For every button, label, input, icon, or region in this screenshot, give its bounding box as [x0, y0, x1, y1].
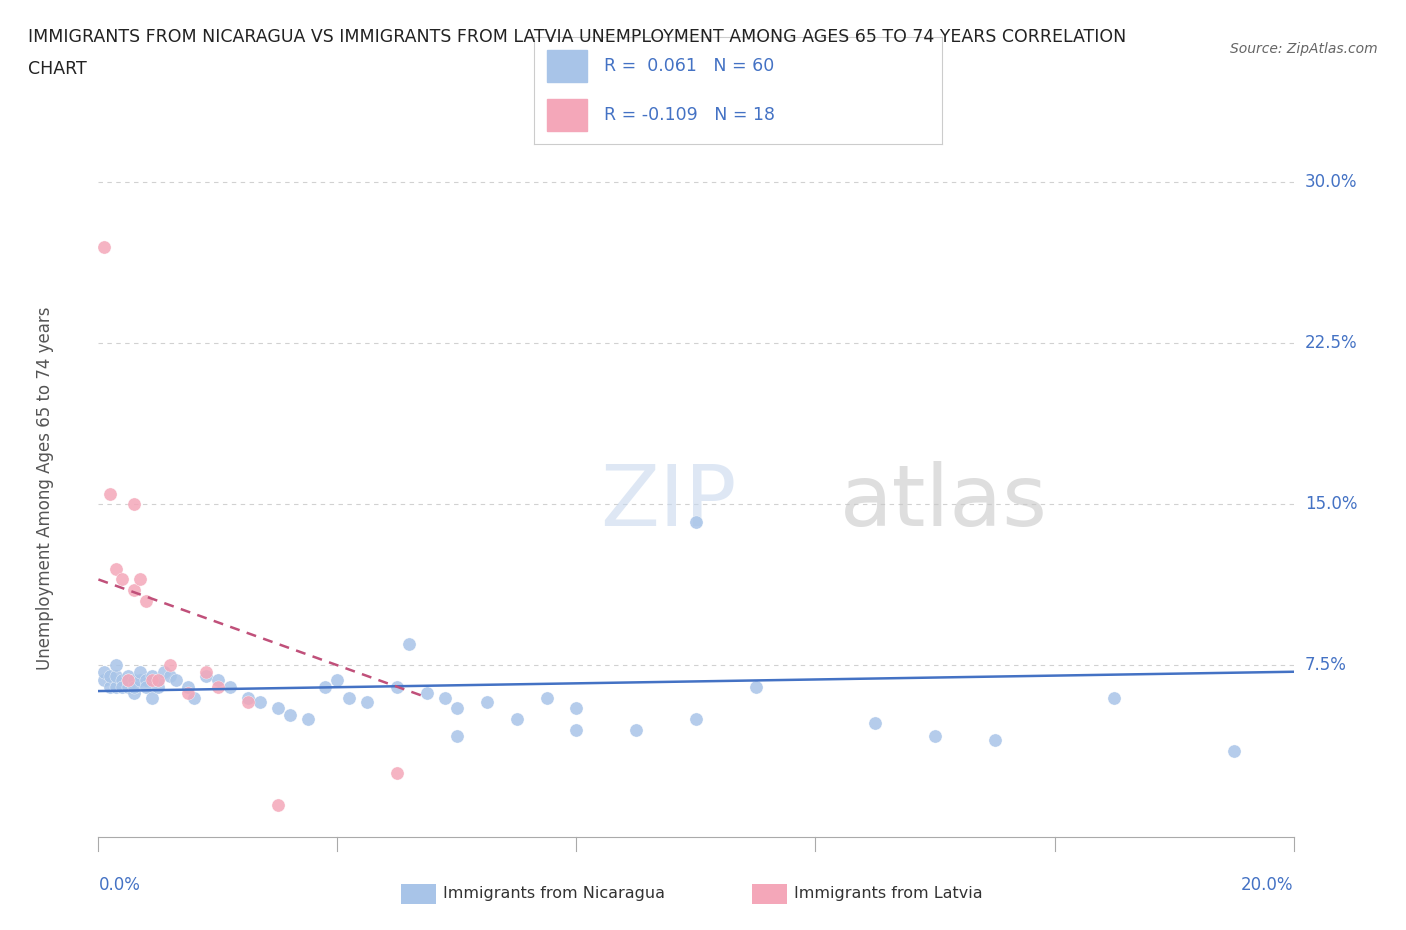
Point	[111, 673, 134, 688]
Point	[506, 711, 529, 726]
Point	[124, 497, 146, 512]
Text: Unemployment Among Ages 65 to 74 years: Unemployment Among Ages 65 to 74 years	[35, 307, 53, 670]
Text: 0.0%: 0.0%	[98, 876, 141, 894]
Text: R = -0.109   N = 18: R = -0.109 N = 18	[603, 106, 775, 125]
Point	[105, 679, 128, 694]
Point	[177, 679, 200, 694]
Point	[278, 707, 301, 722]
Point	[924, 729, 946, 744]
Text: atlas: atlas	[839, 460, 1047, 544]
Text: ZIP: ZIP	[600, 460, 737, 544]
Point	[98, 669, 122, 684]
Point	[148, 673, 170, 688]
Point	[135, 593, 157, 608]
Point	[141, 673, 163, 688]
Point	[1223, 744, 1246, 759]
Point	[416, 685, 439, 700]
Point	[148, 679, 170, 694]
Point	[207, 679, 229, 694]
Point	[124, 673, 146, 688]
Point	[194, 669, 218, 684]
Point	[236, 695, 259, 710]
Point	[219, 679, 242, 694]
Point	[236, 690, 259, 705]
Text: Immigrants from Nicaragua: Immigrants from Nicaragua	[443, 886, 665, 901]
Point	[1104, 690, 1126, 705]
Point	[194, 664, 218, 679]
Point	[385, 679, 409, 694]
Text: Source: ZipAtlas.com: Source: ZipAtlas.com	[1230, 42, 1378, 56]
Point	[135, 673, 157, 688]
Point	[129, 673, 152, 688]
Point	[148, 673, 170, 688]
Point	[446, 701, 468, 716]
Point	[624, 723, 647, 737]
Point	[165, 673, 187, 688]
Point	[117, 679, 139, 694]
Text: 15.0%: 15.0%	[1305, 496, 1357, 513]
Point	[565, 723, 588, 737]
Point	[267, 701, 290, 716]
Point	[93, 664, 115, 679]
Point	[207, 673, 229, 688]
Point	[565, 701, 588, 716]
Text: 7.5%: 7.5%	[1305, 657, 1347, 674]
Point	[105, 669, 128, 684]
Point	[177, 685, 200, 700]
Point	[141, 690, 163, 705]
Point	[434, 690, 457, 705]
Text: CHART: CHART	[28, 60, 87, 78]
Point	[446, 729, 468, 744]
Point	[111, 572, 134, 587]
Point	[685, 711, 707, 726]
Text: 22.5%: 22.5%	[1305, 335, 1357, 352]
Point	[124, 685, 146, 700]
Point	[93, 239, 115, 254]
Point	[315, 679, 337, 694]
Point	[249, 695, 271, 710]
Point	[153, 664, 176, 679]
Point	[117, 673, 139, 688]
Point	[398, 636, 420, 651]
Bar	[547, 50, 588, 82]
Point	[135, 679, 157, 694]
Point	[356, 695, 378, 710]
Point	[129, 572, 152, 587]
Point	[326, 673, 349, 688]
Point	[983, 733, 1005, 748]
Point	[685, 514, 707, 529]
Point	[536, 690, 558, 705]
Point	[117, 673, 139, 688]
Point	[124, 583, 146, 598]
Point	[745, 679, 768, 694]
Point	[105, 562, 128, 577]
Point	[124, 679, 146, 694]
Point	[98, 486, 122, 501]
Point	[159, 658, 181, 672]
Point	[93, 673, 115, 688]
Text: IMMIGRANTS FROM NICARAGUA VS IMMIGRANTS FROM LATVIA UNEMPLOYMENT AMONG AGES 65 T: IMMIGRANTS FROM NICARAGUA VS IMMIGRANTS …	[28, 28, 1126, 46]
Point	[98, 679, 122, 694]
Text: R =  0.061   N = 60: R = 0.061 N = 60	[603, 57, 773, 75]
Text: 30.0%: 30.0%	[1305, 173, 1357, 192]
Point	[105, 658, 128, 672]
Point	[865, 716, 887, 731]
Text: 20.0%: 20.0%	[1241, 876, 1294, 894]
Point	[475, 695, 498, 710]
Point	[267, 797, 290, 812]
Point	[385, 765, 409, 780]
Point	[111, 679, 134, 694]
Bar	[547, 100, 588, 131]
Point	[339, 690, 360, 705]
Text: Immigrants from Latvia: Immigrants from Latvia	[794, 886, 983, 901]
Point	[297, 711, 319, 726]
Point	[159, 669, 181, 684]
Point	[141, 669, 163, 684]
Point	[129, 664, 152, 679]
Point	[117, 669, 139, 684]
Point	[183, 690, 205, 705]
